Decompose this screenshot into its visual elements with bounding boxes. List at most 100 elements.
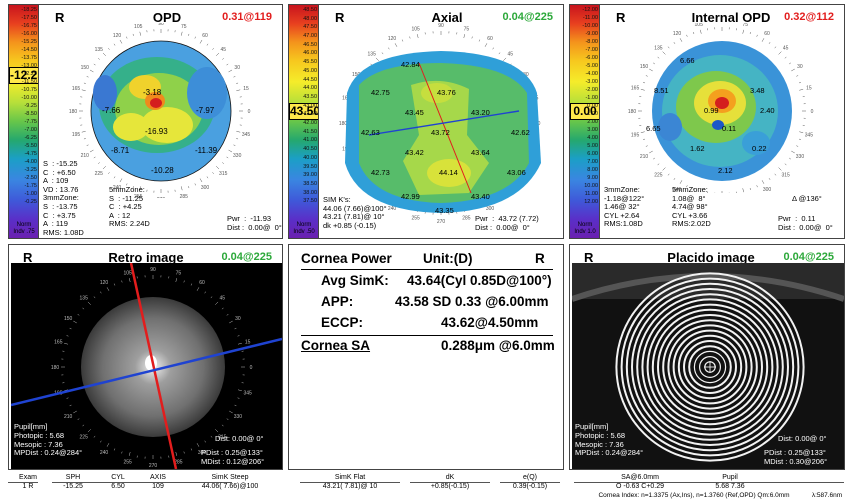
- svg-text:180: 180: [339, 121, 348, 127]
- axial-scale-label: 43.00: [303, 102, 317, 109]
- svg-text:315: 315: [781, 173, 790, 179]
- retro-image[interactable]: 0153045607590105120135150165180195210225…: [11, 263, 282, 469]
- hdr-simk-steep: SimK Steep: [211, 474, 249, 481]
- svg-text:165: 165: [54, 340, 63, 346]
- internal-opd-panel[interactable]: 0.00 Norm Indv 1.0 -12.00 -11.00 -10.00 -9.0…: [569, 4, 845, 239]
- opd-scale-label: -17.50: [21, 15, 37, 21]
- internal-value-0: 6.66: [680, 56, 695, 65]
- internal-scale-label: 1.00: [587, 111, 598, 117]
- retro-panel[interactable]: R Retro image 0.04@225 0 15 30 45 60 75 90 105 1…: [8, 244, 283, 470]
- opd-scale-label: -16.75: [21, 23, 37, 29]
- svg-text:30: 30: [797, 64, 803, 70]
- internal-map-values: 6.66 3.48 8.51 0.99 2.40 6.65 0.11 1.62 …: [646, 56, 775, 175]
- opd-map-values: -3.18 -7.66 -7.97 -16.93 -8.71 -11.39 -1…: [102, 88, 218, 175]
- internal-scale-label: -8.00: [585, 39, 598, 45]
- hdr-simk-flat: SimK Flat: [334, 474, 366, 481]
- val-pupil: 5.68 7.36: [715, 483, 745, 490]
- opd-scale-label: -14.50: [21, 47, 37, 53]
- opd-scale-label: -13.00: [21, 63, 37, 69]
- internal-scale-label: 0.00: [587, 103, 598, 109]
- internal-color-scale[interactable]: 0.00 Norm Indv 1.0 -12.00 -11.00 -10.00 -9.0…: [570, 5, 600, 238]
- axial-panel[interactable]: 43.50 Norm Indv .50 48.50 48.00 47.50 47.00 4…: [288, 4, 564, 239]
- opd-eye-label: R: [55, 10, 65, 25]
- opd-scale-label: -10.75: [21, 87, 37, 93]
- svg-text:240: 240: [113, 185, 122, 191]
- retro-value: 0.04@225: [221, 251, 273, 263]
- axial-value-1: 42.75: [371, 88, 390, 97]
- placido-image[interactable]: Pupil[mm] Photopic : 5.68 Mesopic : 7.36…: [572, 263, 844, 469]
- internal-scale-label: 9.00: [587, 175, 598, 181]
- internal-scale-label: -11.00: [582, 15, 598, 21]
- internal-eye-label: R: [616, 10, 626, 25]
- svg-text:60: 60: [487, 36, 493, 42]
- opd-value-5: -11.39: [195, 146, 218, 155]
- svg-text:210: 210: [81, 153, 90, 159]
- internal-scale-label: -5.00: [585, 63, 598, 69]
- internal-scale-norm-label: Norm: [577, 222, 593, 228]
- svg-text:0: 0: [538, 121, 541, 127]
- internal-scale-label: -12.00: [582, 7, 598, 13]
- svg-text:255: 255: [411, 216, 420, 222]
- axial-map-values: 42.84 42.75 43.76 43.45 43.20 42.63 43.7…: [361, 60, 530, 215]
- axial-steep-axis: [418, 62, 472, 194]
- retro-flat-axis: [11, 337, 282, 407]
- opd-scale-label: -3.25: [24, 167, 37, 173]
- summary-row: Exam SPH CYL AXIS SimK Steep SimK Flat d…: [0, 472, 851, 502]
- axial-title: Axial: [431, 10, 463, 25]
- svg-text:15: 15: [806, 86, 812, 92]
- app-value: 43.58 SD 0.33 @6.00mm: [395, 294, 549, 309]
- retro-title: Retro image: [108, 250, 184, 265]
- placido-dist: Dist: 0.00@ 0°: [778, 434, 827, 443]
- opd-scale-label: -11.50: [21, 79, 37, 85]
- svg-text:255: 255: [123, 460, 132, 466]
- svg-text:165: 165: [631, 86, 640, 92]
- axial-value-7: 42.62: [511, 128, 530, 137]
- axial-dist: Dist : 0.00@ 0°: [475, 223, 530, 232]
- internal-value: 0.32@112: [784, 11, 834, 23]
- axial-value-3: 43.45: [405, 108, 424, 117]
- svg-text:0: 0: [248, 109, 251, 115]
- axial-scale-indv-label: Indv .50: [293, 229, 315, 235]
- avg-simk-value: 43.64(Cyl 0.85D@100°): [407, 273, 552, 288]
- axial-scale-label: 40.00: [303, 154, 317, 161]
- sep-eq: [500, 482, 560, 483]
- retro-dist: Dist: 0.00@ 0°: [215, 434, 264, 443]
- axial-color-scale[interactable]: 43.50 Norm Indv .50 48.50 48.00 47.50 47.00 4…: [289, 5, 319, 238]
- axial-scale-label: 44.50: [303, 76, 317, 83]
- internal-scale-label: -7.00: [585, 47, 598, 53]
- axial-scale-label: 45.00: [303, 67, 317, 74]
- axial-scale-label: 47.50: [303, 24, 317, 31]
- cornea-power-panel[interactable]: Cornea Power Unit:(D) R Avg SimK: 43.64(…: [288, 244, 564, 470]
- svg-text:75: 75: [464, 26, 470, 32]
- svg-text:105: 105: [695, 23, 704, 28]
- retro-eye-label: R: [23, 250, 33, 265]
- internal-map[interactable]: 0 15 30 45 60 75 90 105 120 135 150 165 180 195 210 225…: [600, 23, 845, 193]
- retro-steep-axis: [129, 263, 178, 469]
- axial-value: 0.04@225: [502, 11, 554, 23]
- internal-dist: Dist : 0.00@ 0°: [778, 223, 833, 232]
- opd-scale-label: -0.25: [24, 199, 37, 205]
- internal-scale-label: 10.00: [584, 183, 598, 189]
- internal-scale-label: 8.00: [587, 167, 598, 173]
- svg-text:300: 300: [201, 185, 210, 191]
- axial-scale-label: 48.50: [303, 7, 317, 13]
- axial-simk: SIM K's: 44.06 (7.66)@100° 43.21 (7.81)@…: [323, 195, 387, 230]
- svg-text:30: 30: [234, 65, 240, 71]
- hdr-sph: SPH: [65, 474, 81, 481]
- svg-text:270: 270: [437, 219, 446, 223]
- svg-text:135: 135: [368, 52, 377, 58]
- opd-map[interactable]: 0 15 30 45 60 75 90 105 120 135 150 165 180 195 210 225…: [39, 23, 283, 198]
- axial-value-15: 43.35: [435, 206, 454, 215]
- svg-text:0: 0: [250, 365, 253, 371]
- sep-simk-flat: [300, 482, 400, 483]
- internal-scale-label: 2.00: [587, 119, 598, 125]
- svg-text:105: 105: [123, 270, 132, 276]
- axial-map[interactable]: 0153045607590105120135150165180195210225…: [319, 23, 564, 223]
- placido-panel[interactable]: R Placido image 0.04@225 Pupil[mm] Photo…: [569, 244, 845, 470]
- svg-text:240: 240: [388, 206, 397, 212]
- cornea-divider: [301, 269, 553, 270]
- placido-eye-label: R: [584, 250, 594, 265]
- axial-eye-label: R: [335, 10, 345, 25]
